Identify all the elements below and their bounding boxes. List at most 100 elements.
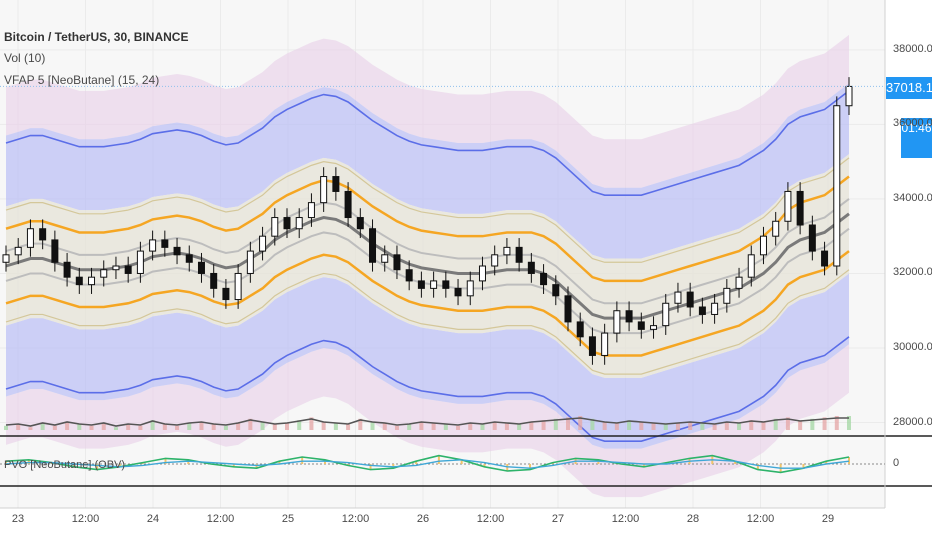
- volume-bar: [199, 421, 204, 430]
- pvo-histogram-bar: [802, 464, 805, 469]
- volume-bar: [236, 423, 241, 430]
- pvo-histogram-bar: [460, 459, 463, 464]
- pvo-histogram-bar: [369, 464, 372, 470]
- pvo-zero-label: 0: [893, 457, 900, 469]
- volume-bar: [162, 424, 167, 430]
- candle-body: [650, 325, 658, 330]
- candle-body: [564, 295, 572, 323]
- volume-bar: [834, 416, 839, 430]
- symbol-legend[interactable]: Bitcoin / TetherUS, 30, BINANCE: [4, 30, 189, 44]
- candle-body: [356, 217, 364, 230]
- candle-body: [161, 239, 169, 248]
- candle-body: [576, 321, 584, 338]
- candle-body: [51, 239, 59, 263]
- vfap-legend[interactable]: VFAP 5 [NeoButane] (15, 24): [4, 73, 160, 87]
- candle-body: [332, 176, 340, 192]
- volume-bar: [101, 423, 106, 430]
- volume-bar: [285, 423, 289, 430]
- candle-body: [601, 332, 609, 356]
- bar-countdown-tag: 01:46: [901, 118, 932, 158]
- time-axis-area: [0, 508, 932, 550]
- volume-bar: [126, 424, 131, 430]
- upper-blue-line: [5, 90, 850, 196]
- time-tick-label: 27: [551, 513, 565, 525]
- time-tick-label: 26: [416, 513, 430, 525]
- candle-body: [295, 217, 303, 230]
- price-tick-label: 36000.00: [893, 117, 932, 130]
- volume-legend[interactable]: Vol (10): [4, 51, 46, 65]
- lower-orange-line: [5, 250, 850, 357]
- pvo-histogram-bar: [278, 461, 281, 464]
- pvo-histogram-bar: [825, 461, 828, 464]
- pvo-histogram-bar: [642, 464, 645, 467]
- volume-bar: [297, 420, 302, 430]
- candle-body: [674, 291, 682, 304]
- volume-bar: [663, 424, 668, 430]
- volume-bar: [28, 427, 33, 430]
- pvo-histogram-bar: [437, 455, 440, 464]
- candle-body: [747, 254, 755, 278]
- volume-bar: [4, 425, 8, 430]
- candle-body: [75, 276, 83, 286]
- time-tick-label: 12:00: [341, 513, 370, 525]
- volume-bar: [431, 423, 436, 430]
- volume-bar: [77, 424, 82, 430]
- candle-body: [454, 287, 462, 297]
- upper-tan-line: [5, 157, 850, 263]
- upper-blue-band: [6, 83, 849, 259]
- pvo-fast-line: [5, 454, 850, 474]
- volume-bar: [602, 421, 607, 430]
- lower-tan-line: [5, 269, 850, 375]
- volume-bar: [346, 424, 351, 430]
- volume-bar: [382, 423, 387, 430]
- candle-body: [271, 217, 279, 237]
- candle-body: [466, 280, 474, 297]
- price-tick-label: 38000.00: [893, 42, 932, 55]
- last-price-tag: 37018.16: [886, 77, 932, 99]
- candle-body: [491, 254, 499, 267]
- volume-bar: [724, 421, 729, 430]
- candle-body: [821, 250, 829, 267]
- candle-body: [515, 246, 523, 263]
- pvo-histogram-bar: [73, 464, 76, 467]
- volume-bar: [223, 425, 228, 430]
- candle-body: [503, 246, 511, 256]
- pvo-histogram-bar: [848, 457, 850, 464]
- volume-bar: [248, 418, 253, 430]
- volume-bar: [773, 418, 778, 430]
- volume-bar: [627, 420, 632, 430]
- volume-bar: [52, 425, 57, 430]
- volume-bar: [419, 421, 424, 430]
- candle-body: [625, 310, 633, 323]
- lower-blue-line: [5, 336, 850, 442]
- volume-bar: [138, 425, 143, 430]
- candle-body: [393, 254, 401, 271]
- time-tick-label: 12:00: [206, 513, 235, 525]
- time-tick-label: 28: [686, 513, 700, 525]
- candle-body: [234, 272, 242, 301]
- volume-bar: [504, 423, 509, 430]
- time-tick-label: 12:00: [71, 513, 100, 525]
- pvo-histogram-bar: [415, 461, 418, 464]
- pvo-histogram-bar: [118, 464, 121, 467]
- candle-body: [14, 246, 22, 256]
- volume-bar: [700, 423, 705, 430]
- pvo-legend[interactable]: PVO [NeoButane] (OBV): [4, 459, 126, 471]
- volume-bar: [272, 424, 277, 430]
- volume-bar: [566, 417, 570, 430]
- candle-body: [478, 265, 486, 282]
- candle-body: [259, 235, 267, 252]
- candle-body: [796, 190, 804, 226]
- time-tick-label: 29: [821, 513, 835, 525]
- pvo-histogram-bar: [232, 464, 235, 467]
- lower-blue-band: [6, 273, 849, 449]
- candle-body: [246, 250, 254, 274]
- pvo-histogram-bar: [164, 458, 167, 464]
- candle-body: [39, 228, 47, 241]
- volume-bar: [492, 421, 497, 430]
- volume-bar: [688, 421, 693, 430]
- price-tick-label: 30000.00: [893, 341, 932, 353]
- volume-ma-line: [5, 417, 849, 427]
